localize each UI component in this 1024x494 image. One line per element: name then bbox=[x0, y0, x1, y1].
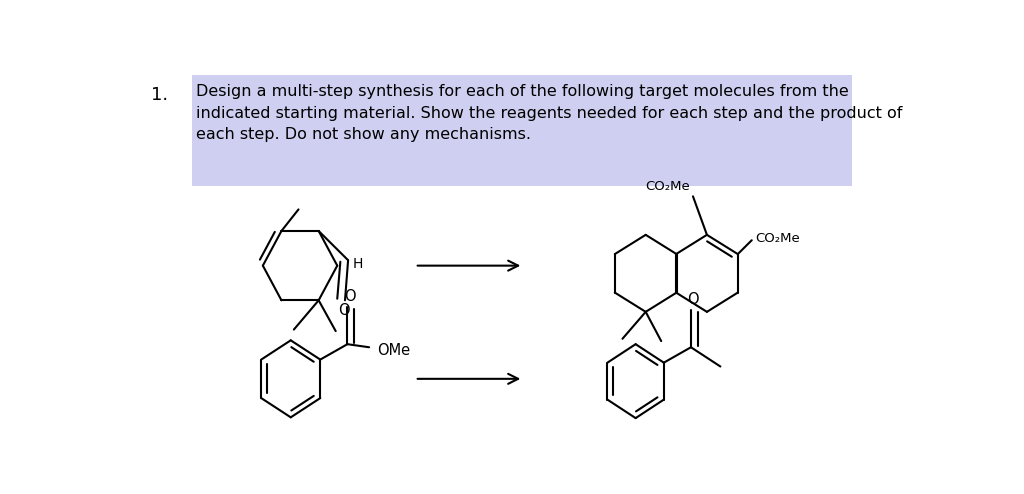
FancyBboxPatch shape bbox=[191, 75, 852, 186]
Text: Design a multi-step synthesis for each of the following target molecules from th: Design a multi-step synthesis for each o… bbox=[197, 84, 902, 142]
Text: O: O bbox=[344, 289, 355, 304]
Text: H: H bbox=[352, 257, 364, 271]
Text: OMe: OMe bbox=[377, 343, 410, 358]
Text: CO₂Me: CO₂Me bbox=[645, 180, 690, 193]
Text: 1.: 1. bbox=[152, 86, 168, 104]
Text: O: O bbox=[338, 303, 349, 318]
Text: CO₂Me: CO₂Me bbox=[755, 232, 800, 245]
Text: O: O bbox=[687, 292, 699, 307]
